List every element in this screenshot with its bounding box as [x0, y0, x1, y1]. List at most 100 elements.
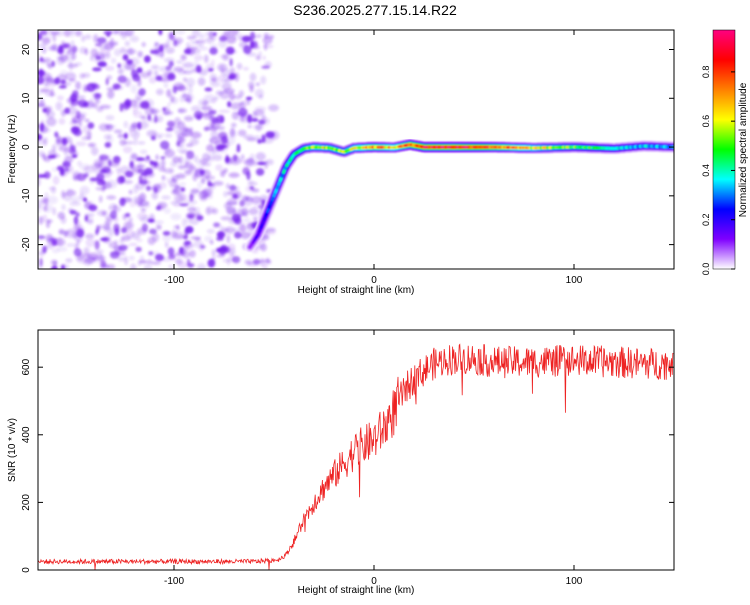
noise-blob: [168, 254, 175, 259]
noise-blob: [96, 56, 101, 60]
noise-blob: [177, 225, 180, 231]
noise-blob: [123, 180, 133, 184]
noise-blob: [37, 206, 42, 213]
noise-blob: [81, 137, 91, 140]
noise-blob: [70, 145, 76, 150]
noise-blob: [220, 245, 227, 251]
noise-blob: [207, 112, 217, 115]
spectrogram-y-axis-label: Frequency (Hz): [7, 115, 18, 184]
noise-blob: [239, 90, 244, 97]
noise-blob: [209, 31, 213, 39]
noise-blob: [183, 242, 189, 247]
noise-region: [30, 26, 279, 273]
noise-blob: [149, 77, 157, 84]
noise-blob: [169, 167, 172, 174]
noise-blob: [226, 155, 229, 164]
noise-blob: [122, 226, 128, 232]
noise-blob: [266, 159, 274, 165]
noise-blob: [39, 251, 45, 257]
noise-blob: [156, 206, 161, 210]
noise-blob: [79, 73, 85, 79]
noise-blob: [71, 119, 77, 124]
noise-blob: [147, 259, 153, 264]
noise-blob: [148, 251, 153, 255]
noise-blob: [106, 75, 112, 80]
noise-blob: [107, 41, 116, 49]
noise-blob: [123, 214, 127, 220]
noise-blob: [59, 230, 69, 235]
noise-blob: [85, 238, 94, 247]
noise-blob: [117, 176, 125, 184]
noise-blob: [80, 192, 84, 197]
noise-blob: [115, 157, 119, 160]
noise-blob: [104, 221, 110, 230]
noise-blob: [254, 125, 264, 130]
noise-blob: [263, 44, 274, 48]
noise-blob: [251, 196, 261, 204]
noise-blob: [261, 66, 270, 69]
noise-blob: [161, 159, 166, 168]
noise-blob: [142, 42, 146, 47]
snr-y-axis-label: SNR (10 * v/v): [7, 418, 18, 482]
noise-blob: [141, 208, 146, 212]
noise-blob: [223, 191, 228, 197]
noise-blob: [30, 123, 40, 128]
noise-blob: [204, 236, 212, 242]
noise-blob: [191, 188, 199, 193]
noise-blob: [243, 218, 251, 223]
noise-blob: [144, 264, 152, 273]
noise-blob: [243, 67, 249, 71]
noise-blob: [220, 226, 225, 231]
noise-blob: [266, 258, 269, 262]
noise-blob: [67, 243, 76, 246]
noise-blob: [197, 44, 204, 48]
noise-blob: [211, 60, 215, 67]
noise-blob: [184, 48, 191, 54]
noise-blob: [151, 136, 156, 141]
noise-blob: [147, 70, 152, 76]
noise-blob: [38, 151, 45, 156]
noise-blob: [125, 41, 130, 47]
noise-blob: [172, 156, 180, 163]
noise-blob: [107, 90, 114, 99]
noise-blob: [99, 196, 103, 203]
x-tick-label: -100: [164, 275, 184, 286]
noise-blob: [201, 178, 205, 184]
colorbar: 0.00.20.40.60.8 Normalized spectral ampl…: [701, 30, 749, 275]
noise-blob: [196, 114, 201, 120]
signal-ridge: [250, 145, 676, 248]
noise-blob: [227, 235, 231, 243]
noise-blob: [173, 201, 181, 207]
noise-blob: [188, 207, 196, 213]
noise-blob: [98, 61, 107, 67]
noise-blob: [65, 258, 72, 262]
noise-blob: [114, 85, 124, 90]
y-tick-label: 600: [21, 358, 32, 375]
noise-blob: [58, 118, 65, 125]
noise-blob: [43, 214, 48, 222]
noise-blob: [250, 35, 257, 39]
noise-blob: [190, 236, 201, 239]
noise-blob: [189, 250, 196, 258]
noise-blob: [154, 42, 158, 46]
noise-blob: [120, 166, 130, 175]
noise-blob: [79, 114, 85, 121]
noise-blob: [53, 176, 60, 185]
noise-blob: [117, 172, 120, 176]
noise-blob: [171, 230, 177, 238]
noise-blob: [222, 32, 231, 39]
noise-blob: [168, 103, 171, 106]
noise-blob: [157, 116, 163, 123]
noise-blob: [64, 156, 73, 164]
noise-blob: [38, 69, 44, 78]
noise-blob: [235, 149, 240, 152]
noise-blob: [47, 236, 54, 245]
noise-blob: [56, 137, 66, 143]
noise-blob: [257, 35, 262, 38]
noise-blob: [76, 141, 87, 146]
noise-blob: [106, 33, 110, 37]
noise-blob: [163, 111, 174, 115]
colorbar-tick-label: 0.2: [701, 213, 711, 226]
noise-blob: [218, 39, 227, 48]
